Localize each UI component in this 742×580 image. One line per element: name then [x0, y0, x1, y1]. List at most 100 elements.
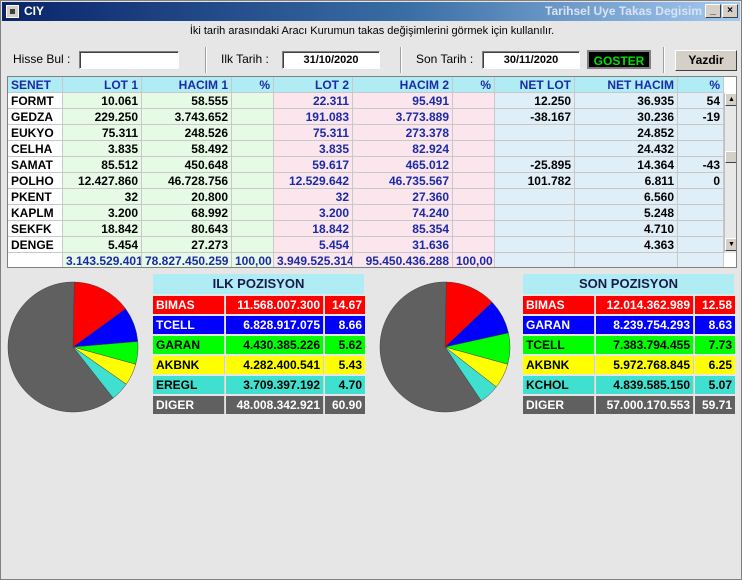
table-cell: 46.735.567 [353, 173, 453, 189]
table-cell: 12.427.860 [63, 173, 142, 189]
pie-slice-diger [7, 281, 114, 413]
toolbar-separator [400, 47, 402, 73]
table-cell [232, 125, 274, 141]
position-name: DIGER [523, 396, 595, 414]
table-total-cell: 78.827.450.259 [142, 253, 232, 267]
goster-button[interactable]: GOSTER [587, 50, 651, 69]
position-value: 8.239.754.293 [596, 316, 694, 334]
table-total-cell: 100,00 [453, 253, 495, 267]
table-row-senet[interactable]: EUKYO [8, 125, 63, 141]
table-cell: 32 [274, 189, 353, 205]
app-icon[interactable] [6, 5, 19, 18]
table-total-cell: 3.949.525.314 [274, 253, 353, 267]
table-row-senet[interactable]: SEKFK [8, 221, 63, 237]
table-cell: 6.560 [575, 189, 678, 205]
table-cell: 32 [63, 189, 142, 205]
scroll-up-icon[interactable]: ▲ [725, 93, 736, 106]
position-row[interactable]: BIMAS 12.014.362.989 12.58 [523, 296, 735, 314]
minimize-button[interactable]: _ [705, 4, 721, 18]
table-cell: 59.617 [274, 157, 353, 173]
position-value: 5.972.768.845 [596, 356, 694, 374]
position-row[interactable]: TCELL 7.383.794.455 7.73 [523, 336, 735, 354]
table-row-senet[interactable]: FORMT [8, 93, 63, 109]
yazdir-button[interactable]: Yazdir [675, 50, 737, 71]
column-header: NET HACIM [575, 77, 678, 93]
position-value: 48.008.342.921 [226, 396, 324, 414]
pie-slice-diger [379, 281, 482, 413]
table-cell: 3.743.652 [142, 109, 232, 125]
position-row[interactable]: BIMAS 11.568.007.300 14.67 [153, 296, 365, 314]
table-cell: 14.364 [575, 157, 678, 173]
table-cell: 85.512 [63, 157, 142, 173]
ilk-pozisyon-pie-chart [7, 281, 139, 413]
hisse-search-input[interactable] [79, 51, 179, 69]
table-cell: 101.782 [495, 173, 575, 189]
column-header: HACIM 1 [142, 77, 232, 93]
column-header: SENET [8, 77, 63, 93]
table-row-senet[interactable]: DENGE [8, 237, 63, 253]
table-cell: 75.311 [63, 125, 142, 141]
position-row[interactable]: AKBNK 4.282.400.541 5.43 [153, 356, 365, 374]
scroll-down-icon[interactable]: ▼ [725, 238, 736, 251]
column-header: % [453, 77, 495, 93]
table-total-cell: 3.143.529.401 [63, 253, 142, 267]
ilk-tarih-input[interactable]: 31/10/2020 [282, 51, 380, 69]
table-scrollbar[interactable]: ▲ ▼ [724, 93, 736, 253]
position-row[interactable]: AKBNK 5.972.768.845 6.25 [523, 356, 735, 374]
table-row-senet[interactable]: POLHO [8, 173, 63, 189]
table-row-senet[interactable]: GEDZA [8, 109, 63, 125]
table-cell [232, 109, 274, 125]
toolbar-separator [205, 47, 207, 73]
close-button[interactable]: × [722, 4, 738, 18]
son-tarih-input[interactable]: 30/11/2020 [482, 51, 580, 69]
window-subtitle: Tarihsel Uye Takas Degisim [545, 4, 702, 18]
window-title: CIY [24, 4, 45, 18]
table-cell: 5.454 [274, 237, 353, 253]
column-header: NET LOT [495, 77, 575, 93]
table-cell: 450.648 [142, 157, 232, 173]
position-percent: 12.58 [695, 296, 735, 314]
position-row[interactable]: DIGER 57.000.170.553 59.71 [523, 396, 735, 414]
table-cell: 4.710 [575, 221, 678, 237]
position-row[interactable]: GARAN 4.430.385.226 5.62 [153, 336, 365, 354]
position-row[interactable]: EREGL 3.709.397.192 4.70 [153, 376, 365, 394]
position-row[interactable]: TCELL 6.828.917.075 8.66 [153, 316, 365, 334]
table-cell [453, 125, 495, 141]
position-value: 3.709.397.192 [226, 376, 324, 394]
position-percent: 14.67 [325, 296, 365, 314]
table-row-senet[interactable]: KAPLM [8, 205, 63, 221]
position-percent: 4.70 [325, 376, 365, 394]
position-value: 4.839.585.150 [596, 376, 694, 394]
table-cell: 0 [678, 173, 724, 189]
table-cell: 3.773.889 [353, 109, 453, 125]
table-row-senet[interactable]: CELHA [8, 141, 63, 157]
table-cell: 22.311 [274, 93, 353, 109]
title-bar[interactable]: CIY Tarihsel Uye Takas Degisim _ × [2, 2, 740, 21]
scroll-thumb[interactable] [725, 151, 736, 163]
table-cell: 31.636 [353, 237, 453, 253]
table-cell: 465.012 [353, 157, 453, 173]
table-cell: 54 [678, 93, 724, 109]
table-cell: 68.992 [142, 205, 232, 221]
table-cell [678, 205, 724, 221]
table-cell [678, 189, 724, 205]
takas-table[interactable]: ▲ ▼ SENET LOT 1 HACIM 1% LOT 2 HACIM 2% NET L… [7, 76, 737, 268]
son-tarih-label: Son Tarih : [416, 52, 474, 66]
column-header: LOT 1 [63, 77, 142, 93]
position-row[interactable]: DIGER 48.008.342.921 60.90 [153, 396, 365, 414]
table-cell: 229.250 [63, 109, 142, 125]
position-percent: 5.62 [325, 336, 365, 354]
table-cell: 4.363 [575, 237, 678, 253]
table-cell [495, 221, 575, 237]
position-row[interactable]: GARAN 8.239.754.293 8.63 [523, 316, 735, 334]
table-row-senet[interactable]: SAMAT [8, 157, 63, 173]
son-pozisyon-title: SON POZISYON [523, 274, 734, 294]
table-cell: 58.492 [142, 141, 232, 157]
table-cell: 58.555 [142, 93, 232, 109]
table-cell [232, 237, 274, 253]
ilk-tarih-label: Ilk Tarih : [221, 52, 269, 66]
position-row[interactable]: KCHOL 4.839.585.150 5.07 [523, 376, 735, 394]
table-row-senet[interactable]: PKENT [8, 189, 63, 205]
position-percent: 5.07 [695, 376, 735, 394]
